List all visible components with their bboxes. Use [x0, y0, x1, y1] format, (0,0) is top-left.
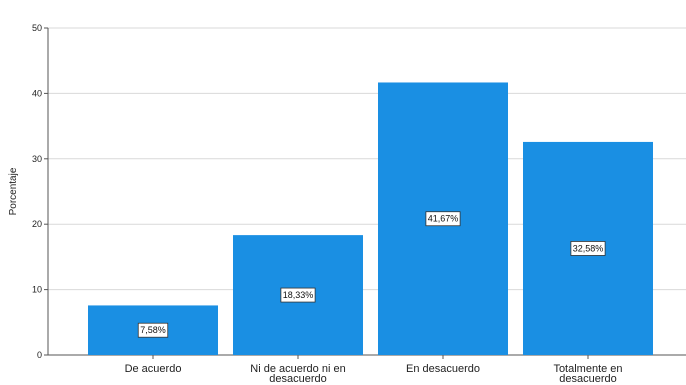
y-tick-label: 0 — [37, 350, 42, 360]
y-tick-label: 30 — [32, 154, 42, 164]
data-label: 18,33% — [283, 290, 314, 300]
data-label-box — [570, 241, 606, 256]
x-tick-label: En desacuerdo — [406, 363, 480, 375]
y-tick-label: 50 — [32, 23, 42, 33]
data-label: 7,58% — [140, 325, 166, 335]
axes: 0 10 20 30 40 50 Porcentaje De acuerdo Ni de acu… — [8, 23, 686, 385]
y-tick-label: 10 — [32, 285, 42, 295]
y-axis-title: Porcentaje — [8, 167, 19, 215]
x-tick-label: desacuerdo — [269, 373, 327, 385]
data-label-box — [137, 322, 169, 338]
x-tick-label: desacuerdo — [559, 373, 617, 385]
data-label-box — [425, 211, 461, 227]
x-tick-label: Totalmente en — [553, 363, 622, 375]
x-tick-label: De acuerdo — [125, 363, 182, 375]
x-tick-label: Ni de acuerdo ni en — [250, 363, 345, 375]
data-label-box — [280, 287, 316, 303]
data-label: 32,58% — [573, 243, 604, 253]
labels: 7,58% 18,33% 41,67% 32,58% — [137, 211, 606, 338]
y-tick-label: 40 — [32, 88, 42, 98]
y-tick-label: 20 — [32, 219, 42, 229]
data-label: 41,67% — [428, 214, 459, 224]
bars — [88, 82, 653, 355]
